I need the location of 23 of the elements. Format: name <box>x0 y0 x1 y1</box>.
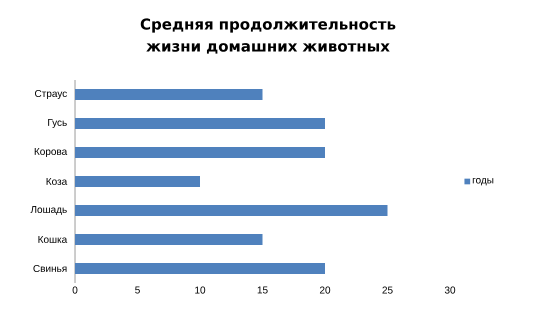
bar <box>75 204 388 216</box>
x-tick-label: 20 <box>320 286 330 294</box>
y-tick-label: Лошадь <box>30 206 67 215</box>
bar <box>75 88 263 100</box>
y-tick-label: Свинья <box>33 264 67 272</box>
y-tick-label: Кошка <box>38 236 68 243</box>
bar <box>75 118 326 129</box>
bar <box>75 234 263 245</box>
y-tick-label: Страус <box>35 90 67 100</box>
legend-label: годы <box>472 178 494 186</box>
x-tick-label: 10 <box>195 286 206 294</box>
x-tick-label: 25 <box>382 286 393 294</box>
x-tick-label: 5 <box>135 286 140 294</box>
y-tick-label: Корова <box>34 148 68 157</box>
chart-title: Средняя продолжительность жизни домашних животных <box>140 18 396 54</box>
x-tick-label: 0 <box>72 286 78 294</box>
bar <box>75 176 200 187</box>
x-tick-label: 30 <box>444 286 456 294</box>
y-tick-label: Гусь <box>48 119 67 128</box>
y-tick-label: Коза <box>46 178 68 185</box>
bar <box>75 146 326 158</box>
bar <box>75 262 326 274</box>
x-tick-label: 15 <box>258 286 268 294</box>
